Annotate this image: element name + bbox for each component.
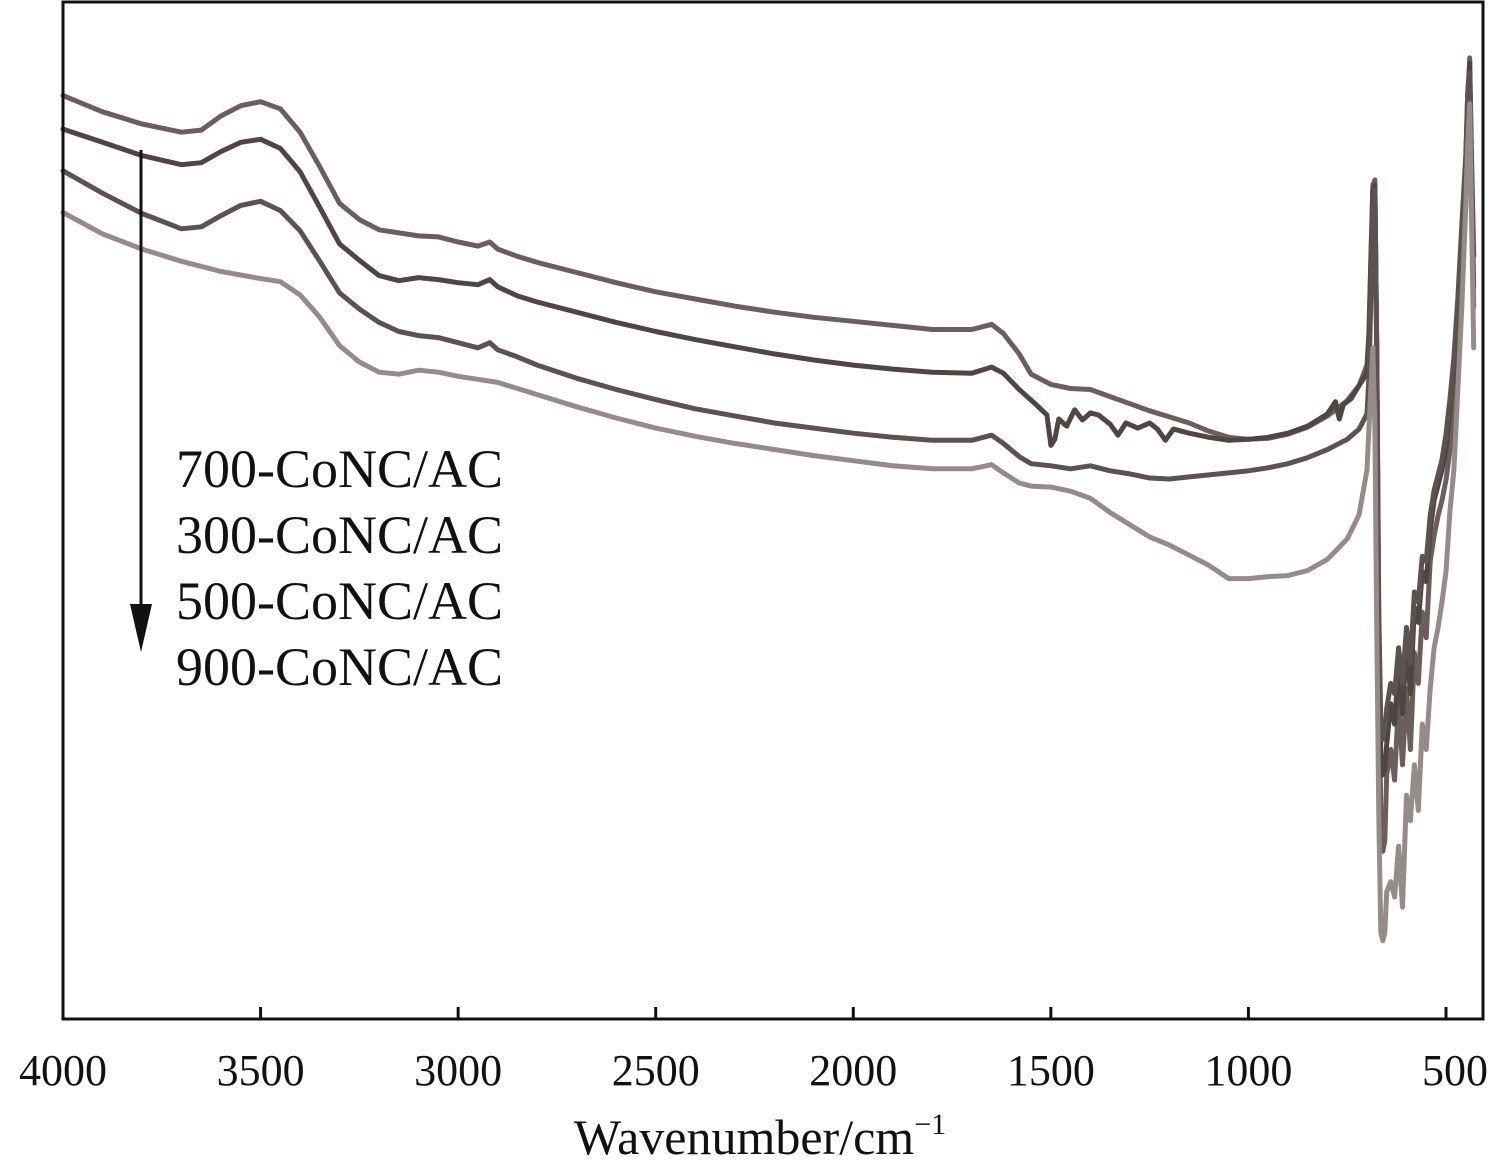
series-line-700 <box>60 55 1477 854</box>
x-tick-label: 3500 <box>217 1046 305 1095</box>
x-axis-ticks: 4000 3500 3000 2500 2000 1500 1000 500 <box>19 1007 1488 1095</box>
x-axis-title: Wavenumber/cm−1 <box>574 1108 946 1165</box>
x-tick-label: 4000 <box>19 1046 107 1095</box>
x-tick-label: 2500 <box>612 1046 700 1095</box>
x-tick-label: 1500 <box>1007 1046 1095 1095</box>
legend: 700-CoNC/AC 300-CoNC/AC 500-CoNC/AC 900-… <box>130 150 503 697</box>
legend-entry-300: 300-CoNC/AC <box>176 505 503 565</box>
legend-entry-500: 500-CoNC/AC <box>176 571 503 631</box>
x-tick-label: 2000 <box>809 1046 897 1095</box>
x-axis-title-superscript: −1 <box>914 1108 946 1141</box>
series-line-500 <box>60 70 1477 742</box>
x-axis-title-text: Wavenumber/cm <box>574 1109 914 1165</box>
series-line-900 <box>60 101 1477 944</box>
plot-frame <box>61 0 1485 1021</box>
x-tick-label: 3000 <box>414 1046 502 1095</box>
legend-entry-900: 900-CoNC/AC <box>176 637 503 697</box>
series-group <box>60 55 1477 944</box>
x-tick-label: 1000 <box>1204 1046 1292 1095</box>
legend-entry-700: 700-CoNC/AC <box>176 439 503 499</box>
legend-arrow-head <box>130 604 152 652</box>
x-tick-label: 500 <box>1422 1046 1488 1095</box>
